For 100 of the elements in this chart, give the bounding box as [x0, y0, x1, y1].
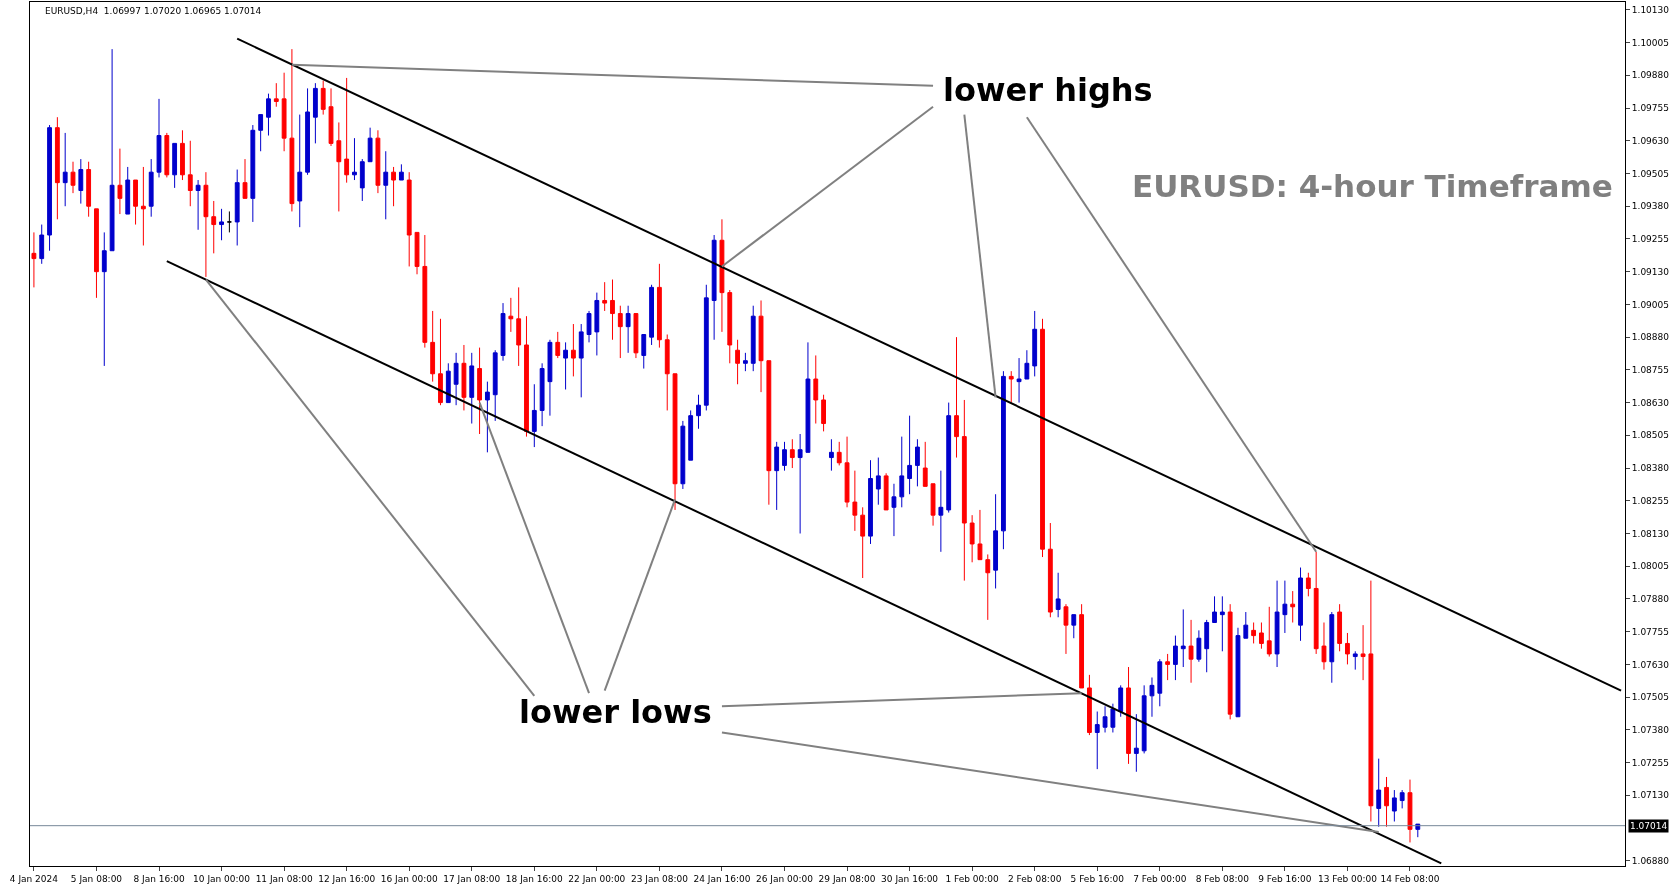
candlestick: [656, 263, 662, 349]
x-tick-label: 17 Jan 08:00: [443, 873, 501, 884]
candlestick: [547, 339, 553, 417]
x-tick-label: 1 Feb 00:00: [945, 873, 1000, 884]
y-tick-label: 1.08630: [1631, 397, 1670, 408]
candlestick: [1399, 789, 1405, 809]
y-tick-label: 1.06880: [1631, 855, 1670, 866]
candlestick: [946, 402, 952, 514]
candlestick: [78, 158, 84, 205]
candlestick: [742, 352, 748, 372]
candlestick: [211, 200, 217, 254]
candlestick: [735, 339, 740, 385]
candlestick: [1235, 627, 1241, 718]
candlestick: [328, 87, 334, 147]
candlestick: [203, 171, 209, 278]
candlestick: [938, 470, 944, 553]
candlestick: [805, 341, 811, 453]
candlestick: [625, 305, 631, 354]
candlestick: [586, 310, 592, 343]
candlestick: [531, 383, 537, 448]
y-tick-label: 1.07630: [1631, 659, 1670, 670]
y-tick-label: 1.07255: [1631, 757, 1670, 768]
x-tick-label: 10 Jan 00:00: [193, 873, 251, 884]
candlestick: [594, 292, 600, 356]
y-tick-label: 1.08880: [1631, 332, 1670, 343]
candlestick: [219, 208, 224, 241]
candlestick: [344, 77, 350, 184]
candlestick: [727, 289, 733, 364]
candlestick: [1094, 711, 1100, 770]
candlestick: [1337, 603, 1343, 652]
candlestick: [391, 166, 396, 207]
candlestick: [875, 457, 881, 506]
candlestick: [1008, 370, 1014, 404]
candlestick: [977, 509, 983, 561]
candlestick: [570, 323, 576, 377]
candlestick: [31, 231, 37, 288]
ref-line-label: 1.07014: [1630, 821, 1668, 831]
y-tick-label: 1.07380: [1631, 725, 1670, 735]
candlestick: [305, 87, 310, 176]
candlestick: [1298, 567, 1303, 642]
candlestick: [461, 344, 467, 411]
candlestick: [320, 80, 326, 116]
candlestick: [312, 82, 318, 144]
candlestick: [703, 284, 709, 411]
candlestick: [336, 121, 342, 212]
candlestick: [1384, 776, 1389, 828]
x-tick-label: 5 Feb 16:00: [1070, 873, 1125, 884]
candlestick: [508, 297, 514, 333]
candlestick: [789, 438, 795, 469]
candlestick: [688, 409, 694, 461]
x-tick-label: 2 Feb 08:00: [1008, 873, 1062, 884]
candlestick: [39, 224, 45, 265]
candlestick: [383, 150, 389, 220]
candlestick: [1165, 653, 1171, 681]
candlestick: [930, 483, 936, 527]
candlestick: [1032, 310, 1038, 377]
candlestick: [86, 161, 92, 218]
candlestick: [664, 334, 670, 411]
x-tick-label: 7 Feb 00:00: [1133, 873, 1187, 884]
candlestick: [672, 373, 678, 511]
candlestick: [359, 158, 365, 202]
candlestick: [1251, 622, 1257, 644]
candlestick: [1024, 349, 1030, 380]
candlestick: [1141, 684, 1147, 754]
candlestick: [1391, 789, 1397, 822]
y-tick-label: 1.08005: [1631, 561, 1670, 572]
y-tick-label: 1.08130: [1631, 528, 1670, 539]
candlestick: [1133, 713, 1139, 773]
candlestick: [578, 323, 584, 398]
candlestick: [828, 438, 834, 472]
x-tick-label: 16 Jan 00:00: [380, 873, 438, 884]
candlestick: [1079, 603, 1085, 689]
candlestick: [1157, 658, 1163, 707]
y-tick-label: 1.09255: [1631, 234, 1670, 245]
y-tick-label: 1.09380: [1631, 201, 1670, 212]
x-tick-label: 24 Jan 16:00: [693, 873, 751, 884]
candlestick: [1305, 572, 1311, 597]
candlestick: [1063, 603, 1069, 655]
candlestick: [961, 399, 967, 582]
candlestick: [1282, 580, 1288, 634]
candlestick: [1001, 370, 1006, 550]
candlestick: [54, 116, 60, 220]
candlestick: [719, 218, 725, 333]
candlestick: [406, 171, 412, 267]
candlestick: [195, 179, 201, 231]
candlestick: [1266, 606, 1272, 658]
candlestick: [868, 459, 873, 545]
text: EURUSD: 4-hour Timeframe: [1132, 168, 1613, 204]
x-tick-label: 14 Feb 08:00: [1380, 873, 1440, 884]
candlestick: [297, 114, 303, 228]
y-tick-label: 1.09005: [1631, 299, 1670, 310]
candlestick: [62, 132, 68, 207]
candlestick: [1188, 619, 1194, 684]
candlestick: [711, 234, 717, 341]
candlestick: [1259, 622, 1264, 650]
candlestick: [484, 381, 490, 453]
candlestick: [1196, 629, 1202, 663]
candlestick: [782, 441, 787, 472]
candlestick: [172, 142, 178, 189]
candlestick: [47, 124, 52, 252]
